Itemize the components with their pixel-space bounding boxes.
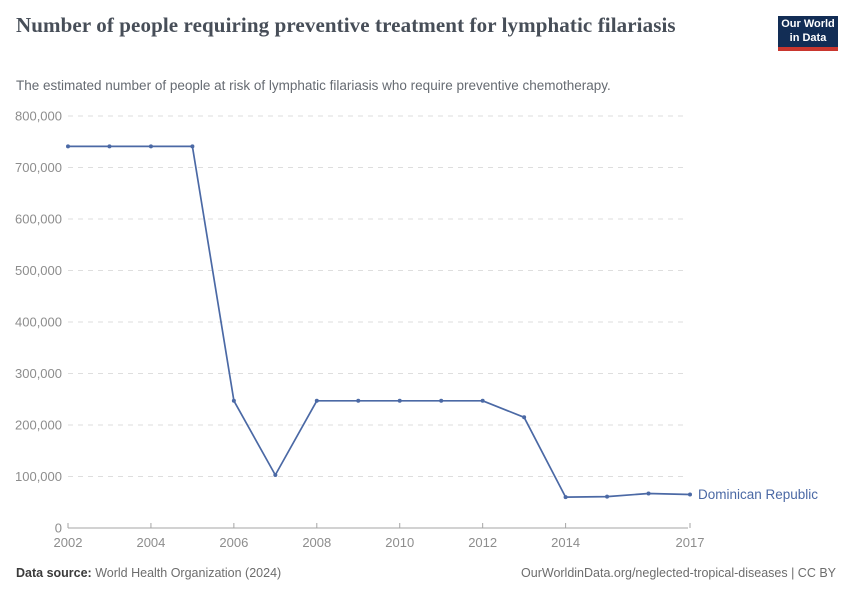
data-point-marker[interactable] <box>688 492 692 497</box>
x-axis-tick-label: 2006 <box>219 535 248 550</box>
data-point-marker[interactable] <box>563 495 568 500</box>
data-point-marker[interactable] <box>439 398 444 403</box>
data-source-label: Data source: <box>16 566 92 580</box>
y-axis-tick-label: 0 <box>55 521 62 536</box>
y-axis-tick-label: 600,000 <box>15 212 62 227</box>
x-axis-tick-label: 2002 <box>54 535 83 550</box>
data-point-marker[interactable] <box>480 398 485 403</box>
x-axis-tick-label: 2014 <box>551 535 580 550</box>
chart-footer: Data source: World Health Organization (… <box>16 566 836 580</box>
y-axis-tick-label: 400,000 <box>15 315 62 330</box>
data-point-marker[interactable] <box>314 398 319 403</box>
x-axis-tick-label: 2012 <box>468 535 497 550</box>
y-axis-tick-label: 300,000 <box>15 366 62 381</box>
x-axis-tick-label: 2008 <box>302 535 331 550</box>
data-point-marker[interactable] <box>66 144 70 149</box>
data-source-text: World Health Organization (2024) <box>91 566 282 580</box>
credit-line: OurWorldinData.org/neglected-tropical-di… <box>521 566 836 580</box>
x-axis-tick-label: 2017 <box>676 535 705 550</box>
owid-logo-line1: Our World <box>781 18 835 31</box>
data-point-marker[interactable] <box>397 398 402 403</box>
data-point-marker[interactable] <box>273 472 278 477</box>
owid-logo[interactable]: Our World in Data <box>778 16 838 51</box>
data-point-marker[interactable] <box>190 144 195 149</box>
data-point-marker[interactable] <box>522 415 527 420</box>
y-axis-tick-label: 500,000 <box>15 263 62 278</box>
data-point-marker[interactable] <box>148 144 153 149</box>
data-point-marker[interactable] <box>356 398 361 403</box>
owid-logo-line2: in Data <box>789 31 827 44</box>
y-axis-tick-label: 200,000 <box>15 418 62 433</box>
data-point-marker[interactable] <box>231 398 236 403</box>
trend-line[interactable] <box>67 145 691 498</box>
data-source: Data source: World Health Organization (… <box>16 566 281 580</box>
y-axis-tick-label: 700,000 <box>15 160 62 175</box>
x-axis-tick-label: 2010 <box>385 535 414 550</box>
data-point-marker[interactable] <box>107 144 112 149</box>
x-axis-tick-label: 2004 <box>136 535 165 550</box>
chart-title: Number of people requiring preventive tr… <box>16 13 676 37</box>
data-point-marker[interactable] <box>605 494 610 499</box>
y-axis-tick-label: 100,000 <box>15 469 62 484</box>
y-axis-tick-label: 800,000 <box>15 109 62 124</box>
data-point-marker[interactable] <box>646 491 651 496</box>
chart-subtitle: The estimated number of people at risk o… <box>16 78 611 93</box>
series-end-label[interactable]: Dominican Republic <box>698 487 818 502</box>
